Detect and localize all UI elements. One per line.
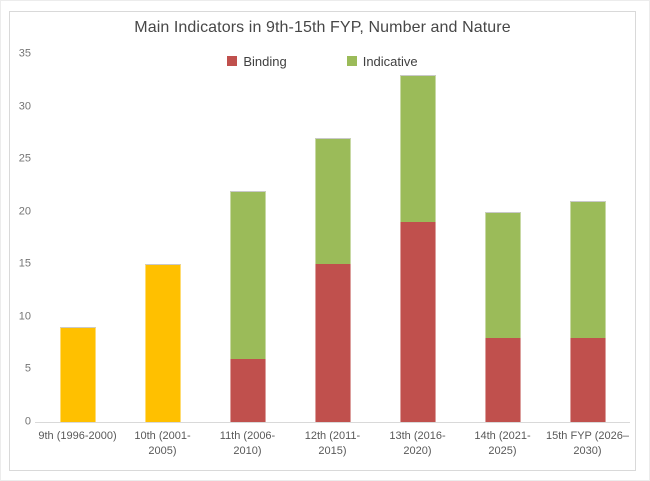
- bar-segment-indicative: [314, 138, 351, 265]
- stacked-bar: [144, 54, 181, 422]
- chart-title: Main Indicators in 9th-15th FYP, Number …: [134, 19, 511, 36]
- x-axis-label: 14th (2021- 2025): [474, 430, 531, 457]
- bar-segment-binding: [399, 222, 436, 422]
- bar-segment-indicative: [484, 211, 521, 338]
- bar-segment-total: [59, 327, 96, 422]
- y-tick-label: 15: [18, 257, 31, 270]
- x-axis-label: 15th FYP (2026– 2030): [546, 430, 629, 457]
- legend-item-binding: Binding: [227, 53, 287, 69]
- bars-area: [35, 54, 630, 423]
- bar-segment-binding: [484, 337, 521, 422]
- y-tick-label: 0: [24, 415, 31, 428]
- legend-swatch-indicative-icon: [346, 56, 357, 66]
- bar-column-4: [290, 54, 375, 422]
- y-tick-label: 20: [18, 205, 31, 218]
- y-axis: 0 5 10 15 20 25 30 35: [11, 48, 33, 427]
- bar-segment-binding: [569, 337, 606, 422]
- bar-segment-indicative: [229, 190, 266, 359]
- chart-legend: Binding Indicative: [10, 53, 635, 69]
- chart-frame: Main Indicators in 9th-15th FYP, Number …: [9, 11, 636, 471]
- y-tick-label: 5: [24, 362, 31, 375]
- bar-column-3: [205, 54, 290, 422]
- x-axis-label: 11th (2006- 2010): [219, 430, 276, 457]
- plot-area: 0 5 10 15 20 25 30 35: [11, 48, 634, 427]
- stacked-bar: [399, 54, 436, 422]
- bar-column-6: [460, 54, 545, 422]
- y-tick-label: 10: [18, 310, 31, 323]
- bar-column-2: [120, 54, 205, 422]
- x-axis-labels: 9th (1996-2000) 10th (2001- 2005) 11th (200…: [35, 429, 630, 459]
- x-axis-label: 9th (1996-2000): [38, 430, 117, 442]
- stacked-bar: [569, 54, 606, 422]
- bar-segment-binding: [229, 358, 266, 422]
- y-tick-label: 25: [18, 152, 31, 165]
- legend-item-indicative: Indicative: [346, 53, 418, 69]
- bar-segment-total: [144, 264, 181, 422]
- stacked-bar: [229, 54, 266, 422]
- stacked-bar: [59, 54, 96, 422]
- bar-segment-binding: [314, 264, 351, 422]
- y-tick-label: 35: [18, 47, 31, 60]
- stacked-bar: [314, 54, 351, 422]
- legend-swatch-binding-icon: [227, 56, 238, 66]
- bar-segment-indicative: [569, 201, 606, 338]
- stacked-bar: [484, 54, 521, 422]
- x-axis-label: 10th (2001- 2005): [134, 430, 191, 457]
- bar-column-7: [545, 54, 630, 422]
- y-tick-label: 30: [18, 100, 31, 113]
- bar-column-1: [35, 54, 120, 422]
- bar-segment-indicative: [399, 75, 436, 223]
- legend-label-indicative: Indicative: [362, 53, 418, 69]
- bar-column-5: [375, 54, 460, 422]
- legend-label-binding: Binding: [243, 53, 287, 69]
- x-axis-label: 13th (2016- 2020): [389, 430, 446, 457]
- x-axis-label: 12th (2011- 2015): [304, 430, 361, 457]
